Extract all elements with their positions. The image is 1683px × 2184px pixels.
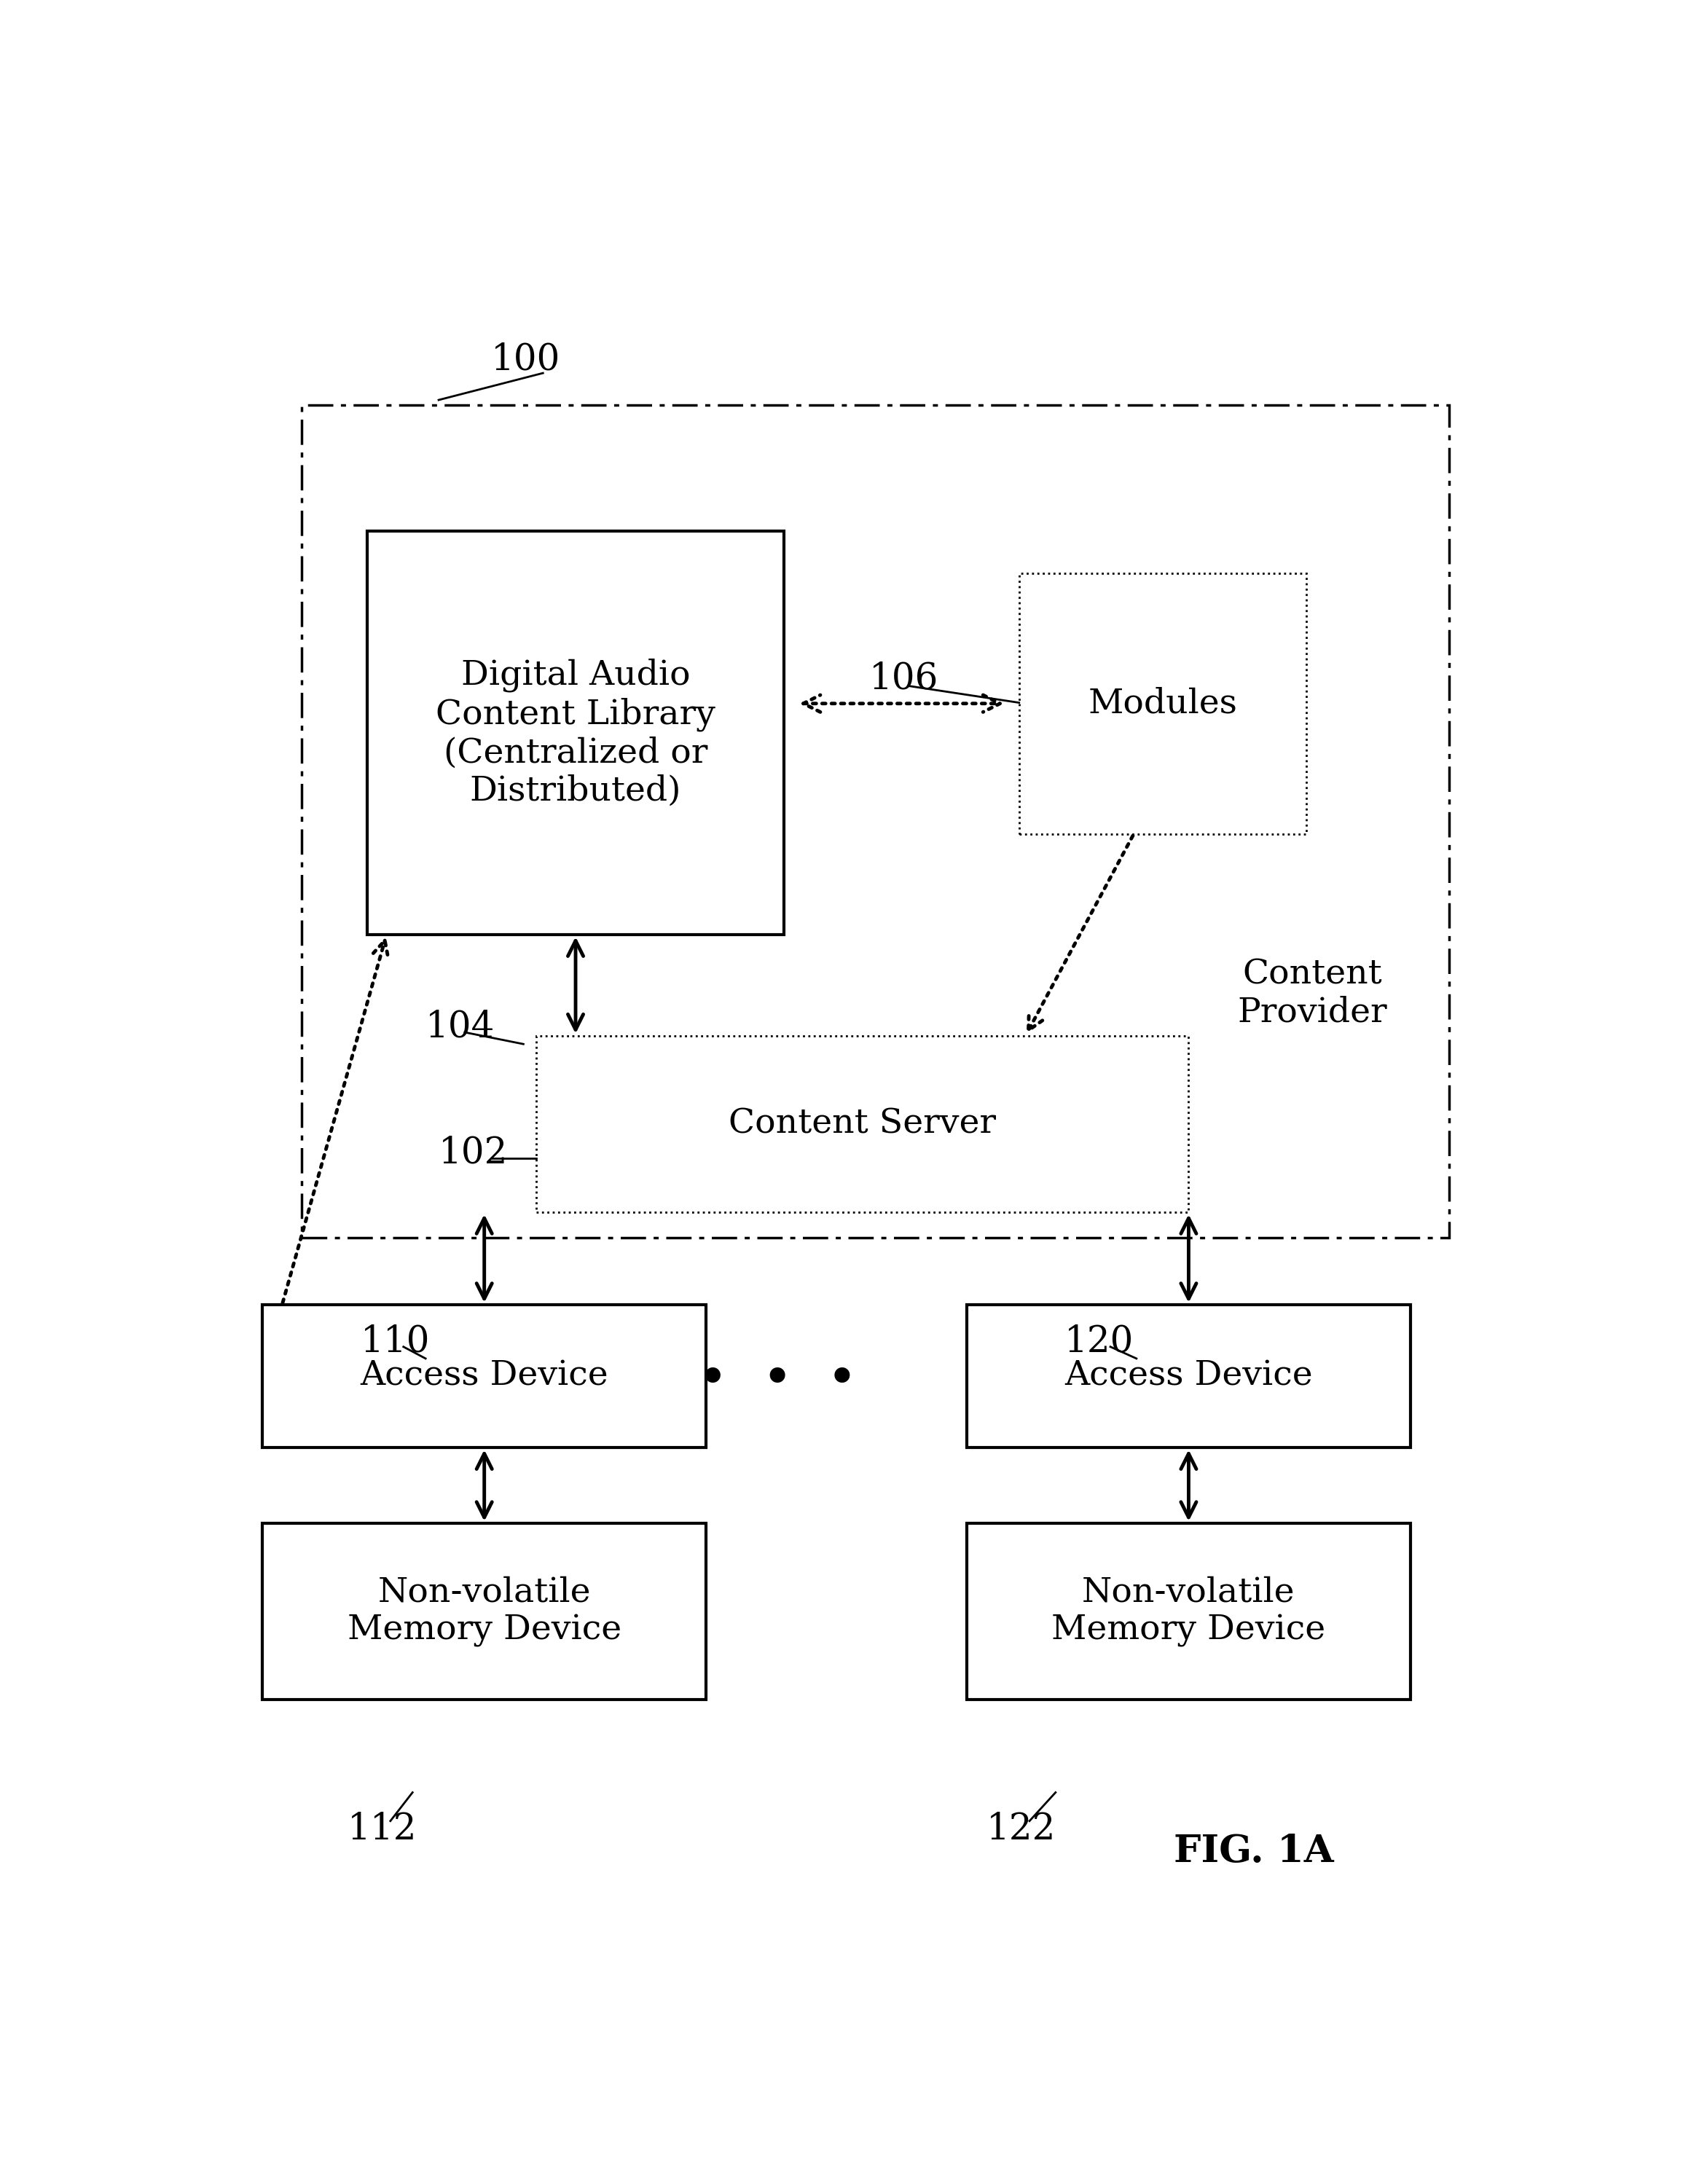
Text: Content Server: Content Server xyxy=(729,1107,996,1140)
Text: Digital Audio
Content Library
(Centralized or
Distributed): Digital Audio Content Library (Centraliz… xyxy=(436,657,715,808)
Text: 122: 122 xyxy=(986,1811,1055,1848)
FancyBboxPatch shape xyxy=(367,531,784,935)
Text: Access Device: Access Device xyxy=(360,1361,608,1393)
Text: Non-volatile
Memory Device: Non-volatile Memory Device xyxy=(1052,1577,1326,1647)
FancyBboxPatch shape xyxy=(263,1304,707,1448)
FancyBboxPatch shape xyxy=(966,1304,1410,1448)
Text: Modules: Modules xyxy=(1087,688,1237,721)
Text: 106: 106 xyxy=(868,662,939,697)
FancyBboxPatch shape xyxy=(263,1524,707,1699)
Text: Content
Provider: Content Provider xyxy=(1237,959,1387,1029)
Text: 120: 120 xyxy=(1065,1324,1134,1361)
FancyBboxPatch shape xyxy=(966,1524,1410,1699)
FancyBboxPatch shape xyxy=(1018,572,1306,834)
Text: 112: 112 xyxy=(347,1811,417,1848)
Text: 100: 100 xyxy=(491,341,560,378)
Text: FIG. 1A: FIG. 1A xyxy=(1173,1832,1335,1870)
Text: •  •  •: • • • xyxy=(697,1354,858,1406)
Text: 110: 110 xyxy=(360,1324,429,1361)
Text: 104: 104 xyxy=(426,1009,495,1046)
Text: Access Device: Access Device xyxy=(1065,1361,1313,1393)
Text: 102: 102 xyxy=(439,1136,508,1171)
FancyBboxPatch shape xyxy=(537,1035,1188,1212)
Text: Non-volatile
Memory Device: Non-volatile Memory Device xyxy=(347,1577,621,1647)
